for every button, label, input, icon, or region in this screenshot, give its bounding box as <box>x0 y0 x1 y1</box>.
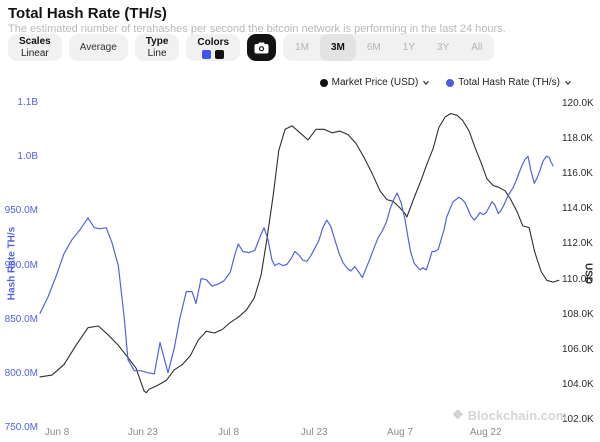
x-axis-tick: Jun 23 <box>127 427 158 438</box>
color-swatches <box>202 49 225 59</box>
right-axis-title: USD <box>582 262 594 285</box>
range-button-1y[interactable]: 1Y <box>402 42 416 53</box>
scales-button[interactable]: Scales Linear <box>8 34 62 61</box>
y-axis-left-tick: 800.0M <box>4 367 38 379</box>
legend-dot <box>446 78 455 87</box>
legend-dot <box>319 78 328 87</box>
y-axis-right-tick: 116.0K <box>562 168 593 180</box>
legend-label: Market Price (USD) <box>331 77 419 88</box>
scales-value: Linear <box>20 48 49 59</box>
type-label: Type <box>145 36 169 47</box>
x-axis-tick: Jun 8 <box>44 427 70 438</box>
range-button-all[interactable]: All <box>471 42 483 53</box>
legend-item-0[interactable]: Market Price (USD) <box>319 77 431 88</box>
page-subtitle: The estimated number of terahashes per s… <box>8 23 506 35</box>
y-axis-right-tick: 102.0K <box>562 414 594 425</box>
blockchain-cube-icon: ❖ <box>452 407 464 422</box>
y-axis-left-tick: 750.0M <box>4 422 38 433</box>
average-button[interactable]: Average <box>68 34 128 61</box>
x-axis-tick: Aug 22 <box>469 427 502 438</box>
range-button-3y[interactable]: 3Y <box>437 42 450 53</box>
camera-icon <box>254 42 269 53</box>
series-line-price <box>39 112 560 394</box>
y-axis-right-tick: 112.0K <box>562 238 593 250</box>
type-value: Line <box>147 48 167 59</box>
chart-legend: Market Price (USD) Total Hash Rate (TH/s) <box>319 77 572 88</box>
colors-button[interactable]: Colors <box>186 34 241 61</box>
range-button-6m[interactable]: 6M <box>366 42 381 53</box>
y-axis-right-tick: 108.0K <box>562 308 594 320</box>
chart-toolbar: Scales Linear Average Type Line Colors <box>8 34 495 61</box>
y-axis-right-tick: 118.0K <box>562 133 593 145</box>
legend-label: Total Hash Rate (TH/s) <box>458 77 560 88</box>
colors-label: Colors <box>197 36 230 48</box>
range-button-1m[interactable]: 1M <box>295 42 309 53</box>
left-axis-title: Hash Rate TH/s <box>6 226 18 301</box>
blockchain-watermark: ❖ Blockchain.com <box>452 407 567 423</box>
legend-item-1[interactable]: Total Hash Rate (TH/s) <box>446 77 572 88</box>
page-title: Total Hash Rate (TH/s) <box>8 5 167 22</box>
y-axis-right-tick: 120.0K <box>562 98 594 109</box>
y-axis-left-tick: 900.0M <box>4 259 38 271</box>
y-axis-left-tick: 950.0M <box>4 205 38 217</box>
watermark-text: Blockchain.com <box>467 407 568 423</box>
y-axis-left-tick: 1.1B <box>17 97 38 108</box>
y-axis-right-tick: 110.0K <box>562 273 593 285</box>
y-axis-left-tick: 1.0B <box>17 151 38 163</box>
y-axis-right-tick: 114.0K <box>562 203 593 215</box>
screenshot-button[interactable] <box>247 34 277 61</box>
series-line-hashrate <box>39 155 554 375</box>
type-button[interactable]: Type Line <box>134 34 180 61</box>
price-color-swatch <box>215 49 225 59</box>
x-axis-tick: Jul 23 <box>300 427 328 438</box>
x-axis-tick: Aug 7 <box>386 427 414 438</box>
scales-label: Scales <box>19 36 51 47</box>
x-axis-tick: Jul 8 <box>217 427 240 438</box>
y-axis-left-tick: 850.0M <box>4 313 38 325</box>
chevron-down-icon <box>565 80 571 85</box>
hashrate-color-swatch <box>202 49 212 59</box>
y-axis-right-tick: 106.0K <box>562 343 594 355</box>
range-button-3m[interactable]: 3M <box>319 34 356 61</box>
time-range-group: 1M 3M 6M 1Y 3Y All <box>283 34 495 61</box>
average-label: Average <box>79 42 117 53</box>
y-axis-right-tick: 104.0K <box>562 378 594 390</box>
chevron-down-icon <box>423 80 430 85</box>
